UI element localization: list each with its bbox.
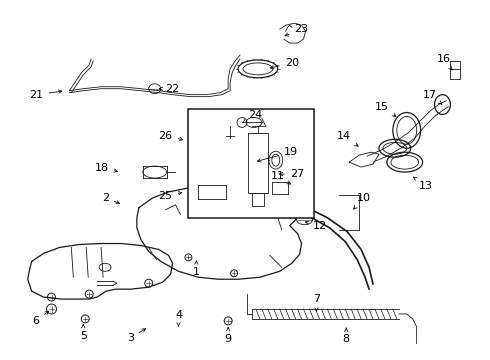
- Text: 25: 25: [158, 191, 182, 201]
- Text: 17: 17: [422, 90, 442, 104]
- Text: 10: 10: [354, 193, 371, 209]
- Text: 21: 21: [29, 90, 62, 100]
- Text: 4: 4: [175, 310, 182, 326]
- Text: 23: 23: [285, 24, 309, 36]
- Text: 5: 5: [80, 324, 87, 341]
- Text: 12: 12: [305, 221, 327, 231]
- Bar: [189, 109, 315, 218]
- Text: 18: 18: [95, 163, 118, 173]
- Text: 13: 13: [414, 177, 433, 191]
- Text: 2: 2: [102, 193, 120, 204]
- Text: 15: 15: [375, 102, 396, 116]
- Text: 3: 3: [127, 329, 146, 343]
- Text: 11: 11: [270, 171, 291, 184]
- Text: 9: 9: [224, 328, 232, 344]
- Text: 14: 14: [337, 131, 358, 146]
- Text: 6: 6: [33, 311, 49, 326]
- Text: 8: 8: [343, 328, 350, 344]
- Text: 27: 27: [279, 169, 304, 179]
- Text: 20: 20: [270, 58, 299, 69]
- Text: 22: 22: [159, 84, 180, 94]
- Text: 19: 19: [257, 147, 298, 162]
- Text: 7: 7: [313, 294, 320, 311]
- Text: 26: 26: [158, 131, 183, 141]
- Text: 1: 1: [193, 261, 200, 277]
- Text: 16: 16: [437, 54, 452, 70]
- Text: 24: 24: [243, 109, 262, 123]
